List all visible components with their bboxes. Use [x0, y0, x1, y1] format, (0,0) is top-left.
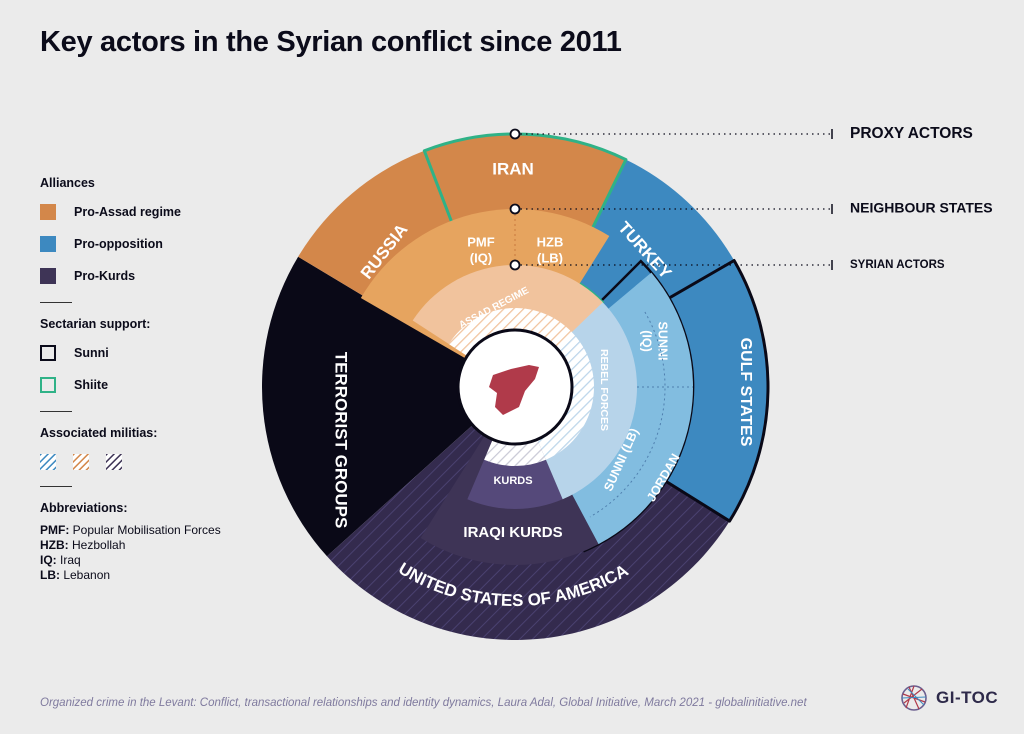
rebel-forces-label: REBEL FORCES [598, 349, 610, 431]
militias-heading: Associated militias: [40, 426, 158, 440]
legend-pro-assad: Pro-Assad regime [40, 204, 270, 220]
pro-opposition-swatch [40, 236, 56, 252]
pro-kurds-swatch [40, 268, 56, 284]
syrian-marker [509, 259, 521, 271]
abbreviation-item: IQ: Iraq [40, 553, 81, 567]
shiite-swatch [40, 377, 56, 393]
militia-blue-swatch [40, 454, 56, 470]
legend-label: Pro-Kurds [74, 269, 136, 283]
legend-label: Pro-Assad regime [74, 205, 181, 219]
source-footer: Organized crime in the Levant: Conflict,… [40, 697, 807, 709]
pro-assad-swatch [40, 204, 56, 220]
legend-divider [40, 411, 72, 412]
pmf-sub-label: (IQ) [470, 250, 492, 265]
terrorist-groups-label: TERRORIST GROUPS [332, 352, 351, 529]
hzb-sub-label: (LB) [537, 250, 563, 265]
pmf-label: PMF [467, 234, 495, 249]
militia-orange-swatch [73, 454, 89, 470]
terrorist-groups-wedge [261, 256, 515, 557]
abbreviation-item: PMF: Popular Mobilisation Forces [40, 523, 221, 537]
proxy-label: PROXY ACTORS [850, 125, 973, 142]
abbreviation-item: HZB: Hezbollah [40, 538, 126, 552]
page-title: Key actors in the Syrian conflict since … [40, 26, 622, 58]
legend-label: Shiite [74, 378, 109, 392]
proxy-marker [509, 128, 521, 140]
legend-divider [40, 302, 72, 303]
alliances-heading: Alliances [40, 176, 95, 190]
abbreviation-item: LB: Lebanon [40, 568, 111, 582]
sunni-iq-sub-label: (IQ) [640, 330, 654, 352]
sunni-iq-label: SUNNI [656, 322, 670, 361]
neighbour-label: NEIGHBOUR STATES [850, 200, 993, 216]
abbreviations-heading: Abbreviations: [40, 501, 128, 515]
legend-divider [40, 486, 72, 487]
globe-icon [901, 685, 927, 711]
legend-label: Pro-opposition [74, 237, 163, 251]
kurds-label: KURDS [493, 475, 532, 487]
logo-text: GI-TOC [936, 688, 999, 707]
gulf-states-label: GULF STATES [737, 338, 754, 447]
hzb-label: HZB [537, 234, 564, 249]
gi-toc-logo: GI-TOC [900, 684, 998, 712]
militia-purple-swatch [106, 454, 122, 470]
sunni-swatch [40, 345, 56, 361]
syrian-label: SYRIAN ACTORS [850, 259, 945, 271]
legend-label: Sunni [74, 346, 109, 360]
iraqi-kurds-label: IRAQI KURDS [463, 524, 562, 541]
abbreviation-list: PMF: Popular Mobilisation Forces HZB: He… [40, 523, 270, 583]
syria-map-icon [489, 365, 539, 415]
legend-pro-kurds: Pro-Kurds [40, 268, 270, 284]
militia-swatches [40, 454, 270, 470]
neighbour-marker [509, 203, 521, 215]
legend: Alliances Pro-Assad regime Pro-oppositio… [40, 176, 270, 583]
gulf-sunni-border [513, 259, 770, 523]
legend-pro-opposition: Pro-opposition [40, 236, 270, 252]
iran-label: IRAN [492, 159, 534, 178]
sectarian-heading: Sectarian support: [40, 317, 151, 331]
legend-sunni: Sunni [40, 345, 270, 361]
legend-shiite: Shiite [40, 377, 270, 393]
